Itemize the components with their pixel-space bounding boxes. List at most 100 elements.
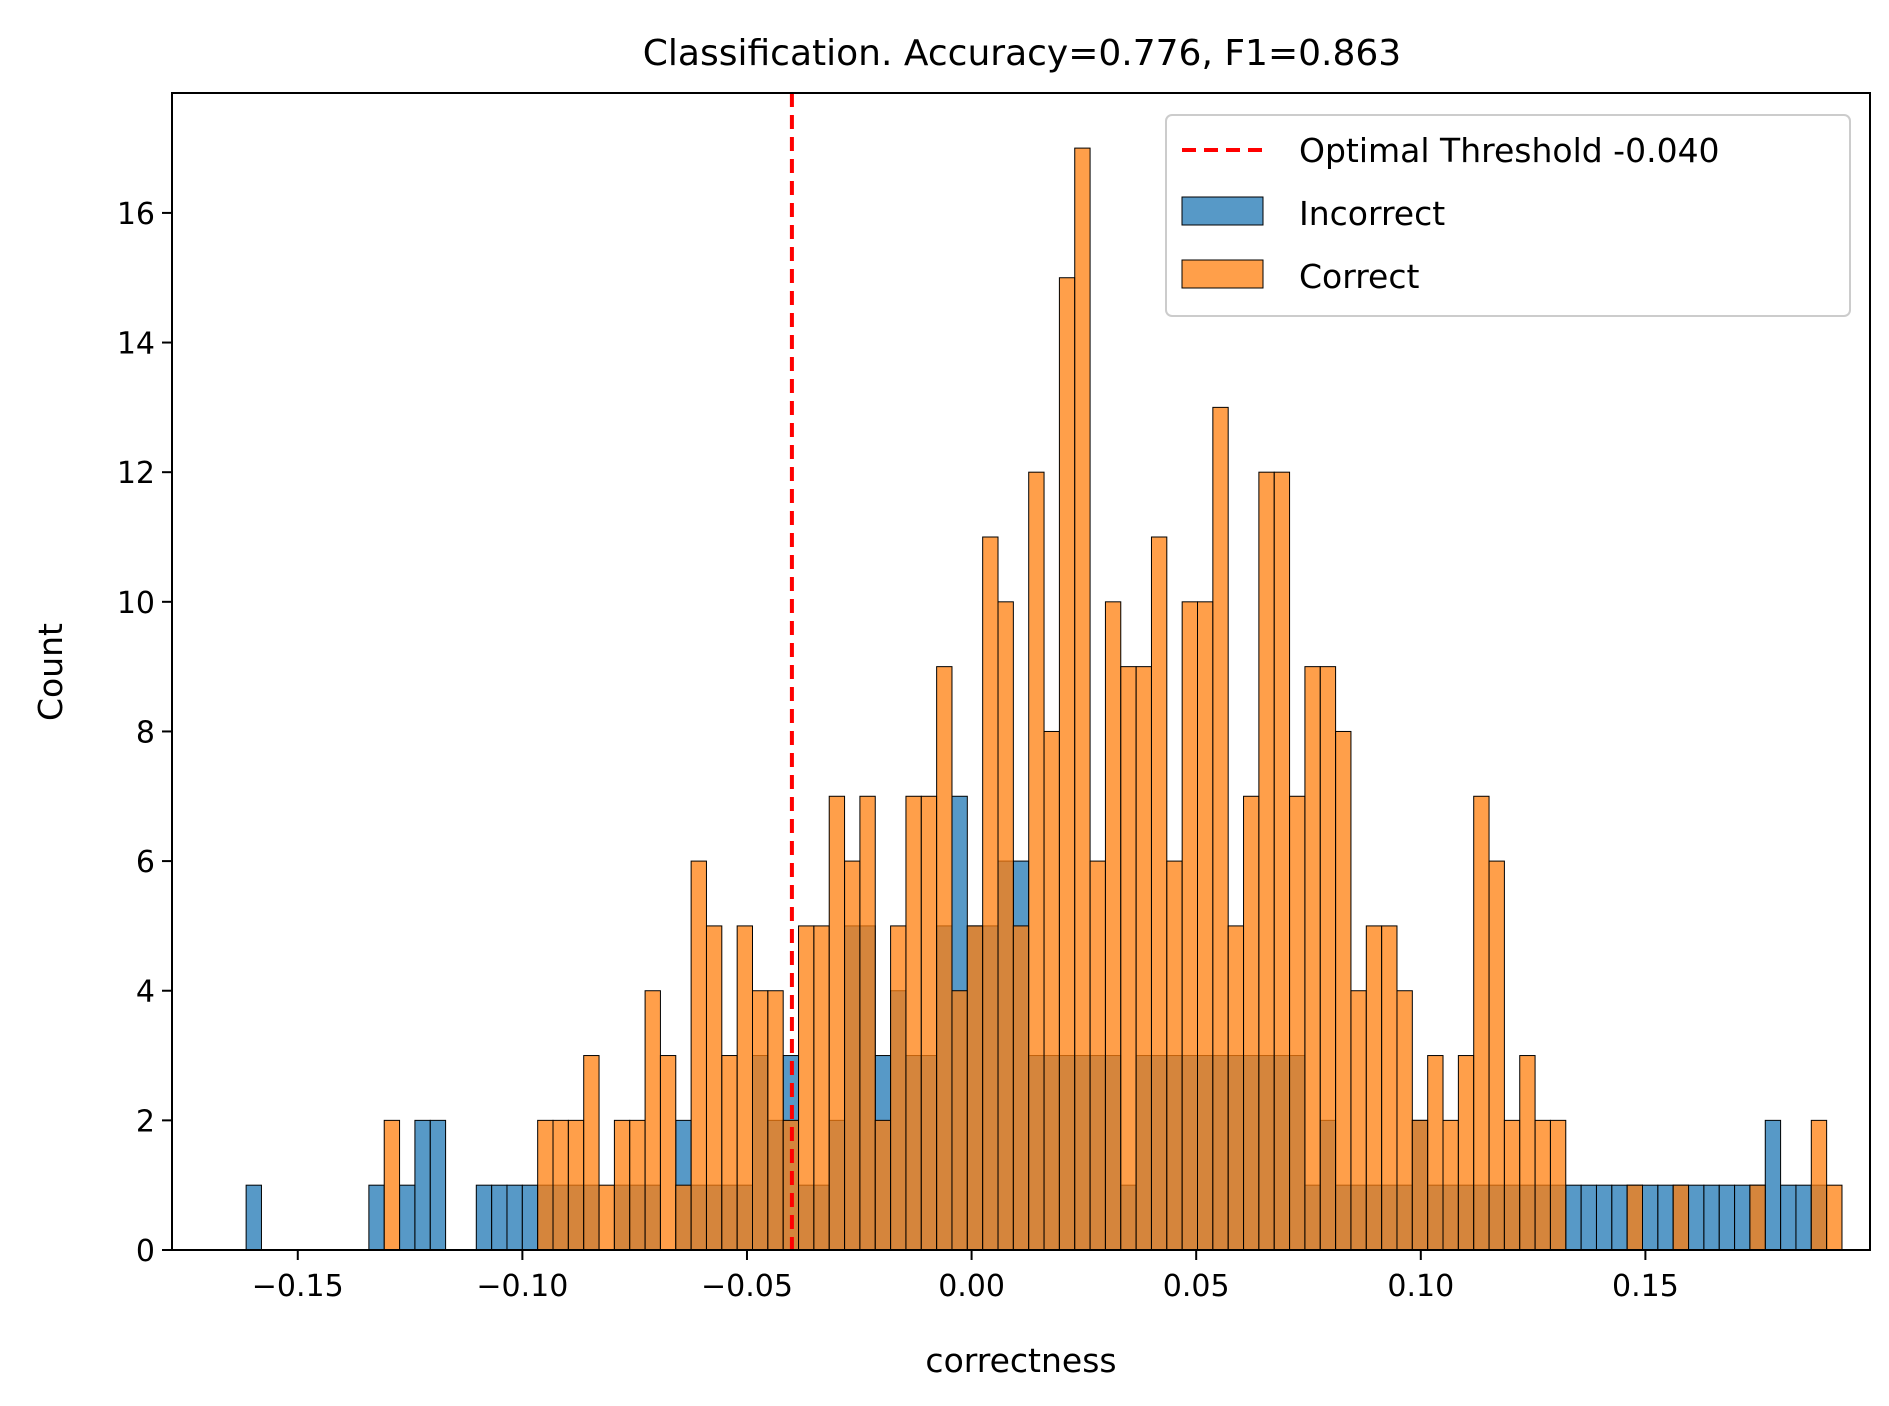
incorrect-bar: [429, 1119, 447, 1251]
y-tick-label: 16: [117, 197, 155, 232]
correct-bar: [1442, 1119, 1459, 1251]
correct-bar: [1150, 536, 1168, 1251]
incorrect-bar: [475, 1184, 493, 1251]
legend: Optimal Threshold -0.040 Incorrect Corre…: [1165, 114, 1851, 317]
correct-bar: [798, 925, 815, 1251]
correct-bar: [1197, 601, 1214, 1251]
correct-bar: [721, 1055, 738, 1251]
correct-bar: [1427, 1055, 1444, 1251]
legend-threshold-label: Optimal Threshold -0.040: [1299, 131, 1720, 170]
incorrect-bar: [1657, 1184, 1674, 1251]
correct-bar: [1549, 1119, 1567, 1251]
x-axis-ticks: −0.15 −0.10 −0.05 0.00 0.05 0.10 0.15: [252, 1250, 1679, 1304]
correct-bar: [613, 1119, 631, 1251]
incorrect-bar: [1718, 1184, 1736, 1251]
correct-bar: [598, 1184, 615, 1251]
correct-bar: [675, 1184, 692, 1251]
incorrect-bar: [399, 1184, 416, 1251]
correct-bar: [844, 860, 861, 1251]
y-tick-label: 10: [117, 586, 155, 621]
correct-bar: [997, 601, 1014, 1251]
x-axis-label: correctness: [925, 1341, 1116, 1380]
correct-bar: [690, 860, 707, 1251]
correct-bar: [1012, 925, 1030, 1251]
incorrect-bar: [1580, 1184, 1597, 1251]
correct-bar: [1304, 666, 1321, 1251]
incorrect-bar: [1595, 1184, 1613, 1251]
incorrect-bar: [1764, 1119, 1782, 1251]
correct-bar: [1212, 406, 1229, 1251]
y-axis-label: Count: [31, 623, 70, 721]
correct-bar: [828, 795, 846, 1251]
correct-bar: [583, 1055, 600, 1251]
correct-bar: [1043, 730, 1060, 1251]
incorrect-bar: [521, 1184, 539, 1251]
incorrect-bar: [1565, 1184, 1582, 1251]
correct-bar: [736, 925, 753, 1251]
incorrect-bar: [368, 1184, 385, 1251]
correct-bar: [537, 1119, 554, 1251]
correct-bar: [1749, 1184, 1766, 1251]
correct-bar: [1519, 1055, 1536, 1251]
correct-bar: [1411, 1119, 1429, 1251]
correct-bar: [1181, 601, 1199, 1251]
correct-bar: [629, 1119, 646, 1251]
correct-bar: [1350, 990, 1367, 1251]
correct-bar: [1396, 990, 1413, 1251]
correct-bar: [644, 990, 661, 1251]
correct-bar: [1289, 795, 1306, 1251]
correct-bar: [1104, 601, 1122, 1251]
correct-bar: [1626, 1184, 1644, 1251]
x-tick-label: 0.10: [1387, 1269, 1454, 1304]
correct-bar: [1335, 730, 1352, 1251]
correct-bar: [1243, 795, 1260, 1251]
legend-correct-label: Correct: [1299, 257, 1420, 296]
correct-bar: [966, 925, 984, 1251]
correct-bar: [552, 1119, 569, 1251]
correct-bar: [982, 536, 999, 1251]
correct-bar: [1810, 1119, 1828, 1251]
correct-bar: [1534, 1119, 1551, 1251]
incorrect-bar: [1642, 1184, 1659, 1251]
correct-bar: [874, 1119, 892, 1251]
incorrect-bar: [1611, 1184, 1628, 1251]
incorrect-bar: [1780, 1184, 1797, 1251]
incorrect-bar: [1795, 1184, 1812, 1251]
correct-bar: [752, 990, 769, 1251]
correct-bar: [705, 925, 723, 1251]
correct-bar: [1488, 860, 1505, 1251]
legend-incorrect-swatch: [1181, 196, 1264, 226]
correct-bar: [951, 990, 968, 1251]
legend-box: [1165, 114, 1851, 317]
incorrect-bar: [1688, 1184, 1705, 1251]
correct-bar: [1089, 860, 1106, 1251]
correct-bar: [1273, 471, 1291, 1251]
correct-bar: [890, 925, 907, 1251]
incorrect-bar: [1734, 1184, 1751, 1251]
incorrect-bar: [414, 1119, 431, 1251]
correct-bar: [1503, 1119, 1521, 1251]
plot-frame: [171, 92, 1871, 1251]
incorrect-bar: [1703, 1184, 1720, 1251]
y-tick-label: 6: [136, 845, 155, 880]
correct-bar: [813, 925, 830, 1251]
correct-bar: [920, 795, 938, 1251]
correct-bar: [1319, 666, 1337, 1251]
incorrect-bar: [506, 1184, 523, 1251]
correct-bar: [567, 1119, 585, 1251]
x-tick-label: −0.15: [252, 1269, 344, 1304]
y-tick-label: 8: [136, 715, 155, 750]
correct-bar: [1227, 925, 1245, 1251]
correct-bar: [1120, 666, 1137, 1251]
incorrect-bar: [245, 1184, 262, 1251]
y-tick-label: 14: [117, 327, 155, 362]
correct-bar: [383, 1119, 401, 1251]
y-tick-label: 0: [136, 1234, 155, 1269]
correct-bar: [1058, 277, 1076, 1251]
x-tick-label: 0.00: [938, 1269, 1005, 1304]
y-axis-ticks: 0 2 4 6 8 10 12 14 16: [117, 197, 172, 1269]
x-tick-label: −0.05: [701, 1269, 793, 1304]
correct-bar: [767, 990, 784, 1251]
chart-title: Classification. Accuracy=0.776, F1=0.863: [643, 33, 1401, 74]
